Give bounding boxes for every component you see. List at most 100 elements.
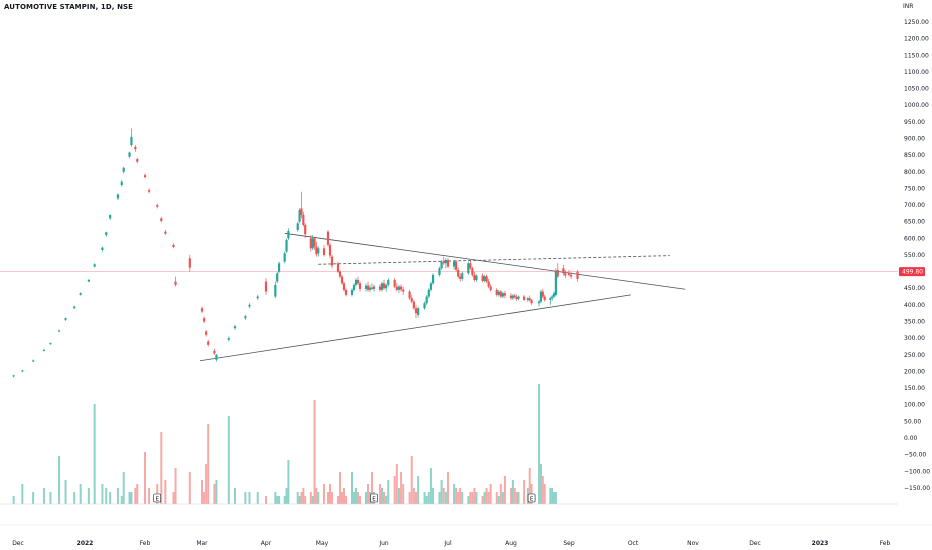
candle-body xyxy=(485,276,488,282)
x-tick-label: Sep xyxy=(563,540,575,547)
trendline[interactable] xyxy=(284,232,686,290)
candle-body xyxy=(122,167,125,172)
candle-body xyxy=(408,291,411,299)
earnings-marker[interactable]: E xyxy=(370,493,378,503)
y-tick-label: 700.00 xyxy=(904,202,925,209)
volume-bar xyxy=(495,492,498,504)
volume-bar xyxy=(438,492,441,504)
volume-bar xyxy=(489,484,492,504)
time-axis[interactable]: Dec 2022 Feb Mar Apr May Jun Jul Aug Sep Oct Nov Dec… xyxy=(12,540,890,547)
candle-body xyxy=(116,194,119,199)
volume-bar xyxy=(503,476,506,504)
volume-bar xyxy=(499,484,502,504)
dashed-trendline[interactable] xyxy=(318,255,670,265)
candle-body xyxy=(453,261,456,267)
volume-bar xyxy=(73,492,76,504)
candle xyxy=(385,283,388,292)
y-tick-label: 850.00 xyxy=(904,152,925,159)
earnings-marker-label: E xyxy=(372,497,376,503)
price-axis[interactable]: 1250.00 1200.00 1150.00 1100.00 1050.00 1000.… xyxy=(904,19,930,492)
volume-bar xyxy=(355,488,357,504)
candle-body xyxy=(352,284,356,290)
trendline[interactable] xyxy=(199,294,631,362)
candle-body xyxy=(393,279,396,287)
y-tick-label: 50.00 xyxy=(904,418,921,425)
candle-body xyxy=(412,301,415,309)
candle-body xyxy=(459,276,462,279)
candle xyxy=(444,258,447,269)
candle-body xyxy=(207,341,210,345)
candle-body xyxy=(172,244,175,247)
candle xyxy=(408,289,411,300)
candle xyxy=(64,317,67,321)
candle xyxy=(128,151,131,159)
volume-bar xyxy=(511,480,514,504)
symbol-name: AUTOMOTIVE STAMPIN xyxy=(4,3,96,11)
candle xyxy=(93,263,96,268)
volume-bar xyxy=(423,492,426,504)
candle-body xyxy=(414,308,418,314)
candle-body xyxy=(410,298,413,302)
interval-label[interactable]: 1D xyxy=(100,3,112,11)
y-tick-label: 1200.00 xyxy=(904,36,929,43)
candle-body xyxy=(543,296,546,300)
x-tick-label: May xyxy=(316,540,329,547)
candle-body xyxy=(213,350,216,354)
earnings-marker-label: E xyxy=(530,497,534,503)
y-tick-label: 750.00 xyxy=(904,185,925,192)
candle xyxy=(354,278,358,287)
candle xyxy=(256,294,259,300)
candle xyxy=(481,273,484,283)
candle xyxy=(515,294,518,301)
candle xyxy=(200,306,204,314)
candle xyxy=(120,180,123,187)
volume-bar xyxy=(549,488,552,504)
candle xyxy=(503,290,506,299)
volume-bar xyxy=(539,464,542,504)
candle xyxy=(517,295,520,301)
candle-body xyxy=(202,318,206,322)
volume-bar xyxy=(174,468,177,504)
candle-body xyxy=(326,231,330,245)
y-tick-label: 250.00 xyxy=(904,352,925,359)
y-tick-label: 450.00 xyxy=(904,285,925,292)
candle-body xyxy=(541,291,544,297)
volume-bar xyxy=(256,492,259,504)
volume-bar xyxy=(144,452,146,504)
candle xyxy=(356,276,360,285)
candle-body xyxy=(487,281,490,287)
volume-bar xyxy=(317,492,320,504)
volume-bar xyxy=(278,496,281,504)
candle xyxy=(233,324,237,330)
volume-bar xyxy=(87,488,90,504)
candle-body xyxy=(501,293,504,297)
candle-body xyxy=(285,239,288,252)
candle-body xyxy=(509,295,513,299)
candle xyxy=(336,261,340,274)
earnings-marker[interactable]: E xyxy=(527,493,536,503)
volume-bar xyxy=(227,416,230,504)
candle xyxy=(427,288,430,299)
candle-body xyxy=(304,225,307,235)
volume-bar xyxy=(410,456,413,504)
volume-bar xyxy=(475,492,478,504)
volume-bar xyxy=(79,484,82,504)
candle-body xyxy=(64,318,67,320)
volume-bar xyxy=(300,492,303,504)
candle xyxy=(495,288,498,297)
earnings-marker[interactable]: E xyxy=(153,493,162,503)
x-tick-label: Dec xyxy=(12,540,24,547)
candle xyxy=(530,298,533,305)
candle-body xyxy=(526,298,529,300)
candle xyxy=(551,294,554,301)
candle xyxy=(395,283,398,292)
candle-body xyxy=(399,286,403,290)
candle xyxy=(322,244,326,257)
volume-bar xyxy=(12,496,15,504)
candle xyxy=(483,274,486,283)
volume-bar xyxy=(215,480,218,504)
candle xyxy=(440,259,443,270)
candle-body xyxy=(528,298,531,301)
volume-bar xyxy=(302,488,305,504)
